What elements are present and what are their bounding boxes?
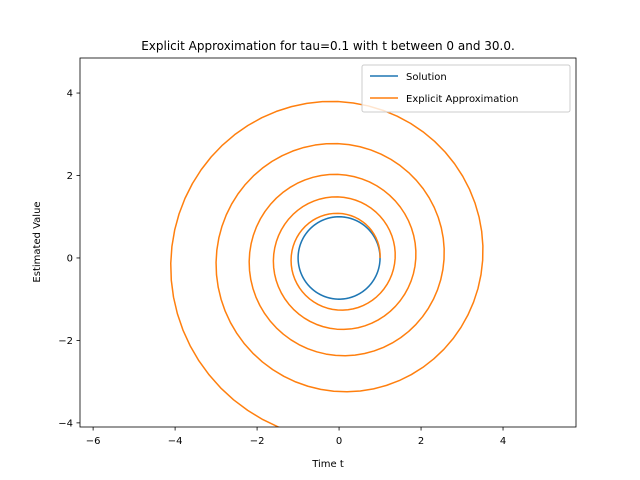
x-tick-label: 4 xyxy=(500,436,506,447)
x-axis-ticks: −6 −4 −2 0 2 4 xyxy=(86,427,506,447)
y-tick-label: 4 xyxy=(67,89,73,100)
x-tick-label: −2 xyxy=(250,436,265,447)
series-line-solution xyxy=(297,215,381,300)
chart-title: Explicit Approximation for tau=0.1 with … xyxy=(141,39,515,53)
y-tick-label: −4 xyxy=(58,418,73,429)
x-axis-label: Time t xyxy=(311,459,344,470)
y-tick-label: 2 xyxy=(67,171,73,182)
x-tick-label: −6 xyxy=(86,436,101,447)
legend: Solution Explicit Approximation xyxy=(361,64,571,113)
y-axis-label: Estimated Value xyxy=(32,201,43,282)
y-tick-label: 0 xyxy=(67,253,73,264)
legend-box xyxy=(361,64,571,113)
legend-label-solution: Solution xyxy=(406,72,447,83)
legend-label-explicit-approximation: Explicit Approximation xyxy=(406,94,518,105)
x-tick-label: −4 xyxy=(168,436,183,447)
plot-area xyxy=(79,57,577,428)
y-axis-ticks: −4 −2 0 2 4 xyxy=(58,89,80,429)
series-line-explicit-approximation xyxy=(170,100,484,427)
x-tick-label: 2 xyxy=(418,436,424,447)
x-tick-label: 0 xyxy=(336,436,342,447)
y-tick-label: −2 xyxy=(58,336,73,347)
series-layer xyxy=(170,100,484,427)
axes-frame xyxy=(79,57,577,428)
